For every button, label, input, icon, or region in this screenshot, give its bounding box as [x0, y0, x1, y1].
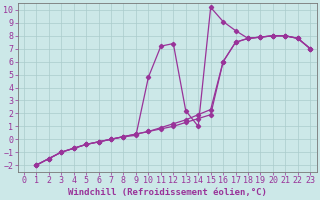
X-axis label: Windchill (Refroidissement éolien,°C): Windchill (Refroidissement éolien,°C) — [68, 188, 267, 197]
